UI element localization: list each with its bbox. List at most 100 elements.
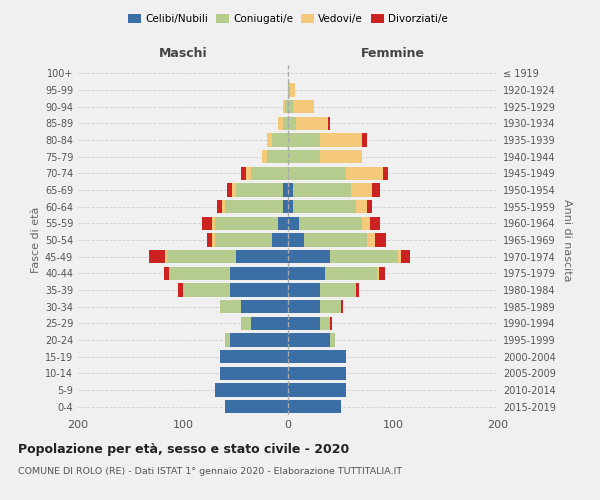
Bar bbox=[267, 134, 272, 146]
Bar bbox=[222, 200, 225, 213]
Bar bbox=[288, 234, 304, 246]
Bar bbox=[246, 166, 251, 180]
Bar bbox=[288, 366, 346, 380]
Bar bbox=[165, 250, 167, 264]
Text: Femmine: Femmine bbox=[361, 47, 425, 60]
Bar bbox=[235, 184, 283, 196]
Bar bbox=[296, 116, 328, 130]
Bar bbox=[328, 116, 330, 130]
Bar bbox=[383, 166, 388, 180]
Bar bbox=[398, 250, 401, 264]
Bar bbox=[288, 384, 346, 396]
Bar bbox=[304, 234, 367, 246]
Bar bbox=[288, 184, 293, 196]
Bar bbox=[325, 266, 377, 280]
Bar bbox=[220, 366, 288, 380]
Text: COMUNE DI ROLO (RE) - Dati ISTAT 1° gennaio 2020 - Elaborazione TUTTITALIA.IT: COMUNE DI ROLO (RE) - Dati ISTAT 1° genn… bbox=[18, 468, 402, 476]
Bar bbox=[225, 200, 283, 213]
Bar bbox=[230, 266, 288, 280]
Bar bbox=[372, 184, 380, 196]
Bar bbox=[288, 150, 320, 164]
Bar bbox=[251, 316, 288, 330]
Y-axis label: Anni di nascita: Anni di nascita bbox=[562, 198, 572, 281]
Bar bbox=[370, 216, 380, 230]
Bar bbox=[212, 216, 215, 230]
Bar bbox=[202, 216, 212, 230]
Bar bbox=[361, 134, 367, 146]
Bar bbox=[212, 234, 215, 246]
Bar bbox=[272, 234, 288, 246]
Bar bbox=[283, 200, 288, 213]
Bar bbox=[225, 334, 230, 346]
Bar bbox=[215, 216, 277, 230]
Bar bbox=[225, 400, 288, 413]
Bar bbox=[283, 116, 288, 130]
Bar bbox=[169, 266, 230, 280]
Bar bbox=[320, 150, 361, 164]
Bar bbox=[251, 166, 288, 180]
Bar bbox=[262, 150, 267, 164]
Bar bbox=[320, 300, 341, 314]
Bar bbox=[356, 200, 367, 213]
Bar bbox=[341, 300, 343, 314]
Bar bbox=[293, 100, 314, 114]
Bar bbox=[288, 250, 330, 264]
Bar bbox=[215, 234, 272, 246]
Bar bbox=[167, 250, 235, 264]
Bar bbox=[351, 184, 372, 196]
Bar bbox=[220, 350, 288, 364]
Bar bbox=[288, 400, 341, 413]
Bar bbox=[272, 134, 288, 146]
Bar bbox=[217, 200, 222, 213]
Bar bbox=[330, 334, 335, 346]
Bar bbox=[241, 316, 251, 330]
Bar bbox=[320, 316, 330, 330]
Bar bbox=[277, 116, 283, 130]
Bar bbox=[299, 216, 361, 230]
Bar bbox=[293, 184, 351, 196]
Legend: Celibi/Nubili, Coniugati/e, Vedovi/e, Divorziati/e: Celibi/Nubili, Coniugati/e, Vedovi/e, Di… bbox=[124, 10, 452, 29]
Bar bbox=[320, 134, 361, 146]
Bar bbox=[330, 250, 398, 264]
Bar bbox=[288, 334, 330, 346]
Bar bbox=[377, 266, 379, 280]
Bar bbox=[230, 334, 288, 346]
Bar bbox=[232, 184, 235, 196]
Bar bbox=[288, 284, 320, 296]
Bar bbox=[241, 300, 288, 314]
Text: Maschi: Maschi bbox=[158, 47, 208, 60]
Bar bbox=[241, 166, 246, 180]
Bar bbox=[149, 250, 165, 264]
Bar bbox=[277, 216, 288, 230]
Bar bbox=[178, 284, 183, 296]
Bar bbox=[183, 284, 230, 296]
Bar bbox=[290, 84, 295, 96]
Bar bbox=[227, 184, 232, 196]
Bar bbox=[288, 200, 293, 213]
Bar bbox=[375, 234, 386, 246]
Bar bbox=[288, 166, 346, 180]
Bar bbox=[361, 216, 370, 230]
Bar bbox=[288, 116, 296, 130]
Bar bbox=[235, 250, 288, 264]
Bar bbox=[288, 84, 290, 96]
Bar bbox=[288, 300, 320, 314]
Bar bbox=[283, 184, 288, 196]
Bar bbox=[207, 234, 212, 246]
Bar bbox=[215, 384, 288, 396]
Bar bbox=[356, 284, 359, 296]
Bar bbox=[285, 100, 288, 114]
Y-axis label: Fasce di età: Fasce di età bbox=[31, 207, 41, 273]
Text: Popolazione per età, sesso e stato civile - 2020: Popolazione per età, sesso e stato civil… bbox=[18, 442, 349, 456]
Bar bbox=[320, 284, 356, 296]
Bar bbox=[288, 316, 320, 330]
Bar bbox=[230, 284, 288, 296]
Bar bbox=[288, 266, 325, 280]
Bar bbox=[330, 316, 332, 330]
Bar bbox=[220, 300, 241, 314]
Bar bbox=[288, 350, 346, 364]
Bar bbox=[401, 250, 410, 264]
Bar bbox=[379, 266, 385, 280]
Bar bbox=[288, 216, 299, 230]
Bar bbox=[288, 100, 293, 114]
